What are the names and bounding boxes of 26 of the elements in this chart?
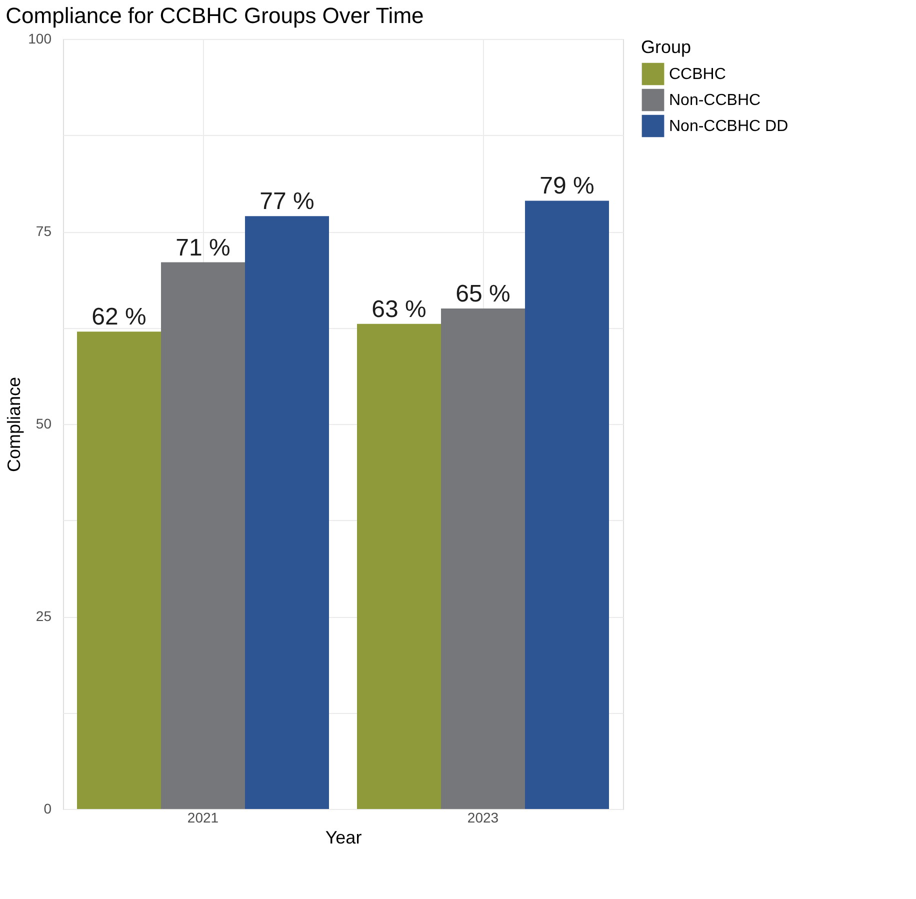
bar [357,324,441,809]
y-axis-title: Compliance [4,376,24,472]
legend-title: Group [641,37,692,57]
y-tick-label: 25 [36,608,52,624]
y-tick-label: 100 [28,30,52,46]
data-label: 63 % [372,296,426,323]
data-label: 77 % [260,188,314,216]
bar [525,200,609,809]
legend-label: Non-CCBHC DD [669,118,788,135]
x-tick-label: 2021 [187,810,219,826]
bar [77,332,161,809]
bar [441,308,525,809]
y-tick-label: 75 [36,223,52,239]
legend-label: Non-CCBHC [669,92,761,109]
chart-title: Compliance for CCBHC Groups Over Time [6,3,424,28]
x-axis-title: Year [325,828,362,848]
data-label: 65 % [456,280,510,308]
bar [161,262,245,809]
data-label: 62 % [92,304,146,331]
legend-label: CCBHC [669,66,726,83]
y-tick-label: 50 [36,416,52,432]
bar [245,216,329,809]
data-label: 71 % [176,234,230,262]
x-tick-label: 2023 [467,810,499,826]
y-tick-label: 0 [44,800,52,816]
data-label: 79 % [540,172,594,200]
